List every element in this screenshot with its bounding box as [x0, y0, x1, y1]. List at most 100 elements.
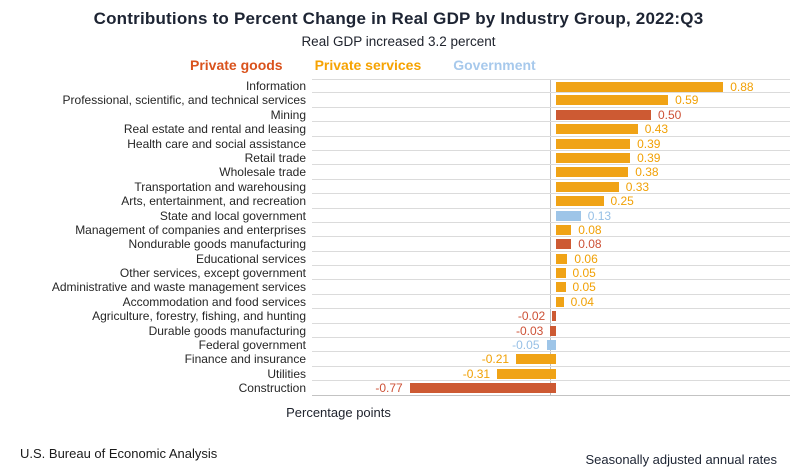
chart-row: Finance and insurance -0.21: [0, 352, 797, 367]
value-label: -0.03: [515, 323, 544, 338]
bar: [556, 268, 566, 279]
bar-chart: Information 0.88 Professional, scientific,…: [0, 79, 797, 396]
category-label: State and local government: [159, 208, 306, 223]
chart-row: Federal government -0.05: [0, 338, 797, 353]
adjustment-note: Seasonally adjusted annual rates: [585, 452, 777, 467]
plot-cell: -0.03: [312, 323, 790, 339]
bar: [556, 282, 566, 293]
zero-axis-line: [550, 79, 551, 396]
bar: [556, 82, 724, 92]
source-attribution: U.S. Bureau of Economic Analysis: [20, 446, 218, 461]
category-label: Retail trade: [244, 150, 306, 165]
footer: U.S. Bureau of Economic Analysis Seasona…: [0, 446, 797, 467]
chart-row: Educational services 0.06: [0, 251, 797, 267]
value-label: 0.05: [572, 280, 596, 295]
chart-title: Contributions to Percent Change in Real …: [93, 9, 704, 28]
category-label: Mining: [270, 107, 306, 122]
bar: [497, 368, 556, 379]
bar: [556, 296, 564, 307]
value-label: -0.21: [481, 352, 510, 367]
value-label: 0.08: [578, 237, 602, 252]
chart-row: Wholesale trade 0.38: [0, 165, 797, 180]
value-label: 0.13: [587, 208, 612, 223]
chart-row: Accommodation and food services 0.04: [0, 294, 797, 310]
plot-cell: -0.77: [312, 381, 790, 396]
plot-cell: -0.21: [312, 352, 790, 367]
bar: [556, 253, 568, 264]
bar: [556, 152, 631, 163]
bar: [556, 196, 604, 207]
category-label: Nondurable goods manufacturing: [128, 237, 306, 252]
category-label: Professional, scientific, and technical …: [62, 93, 306, 108]
category-label: Construction: [238, 381, 306, 396]
plot-cell: 0.13: [312, 209, 790, 223]
plot-cell: 0.50: [312, 108, 790, 123]
chart-row: Utilities -0.31: [0, 366, 797, 382]
plot-cell: 0.59: [312, 93, 790, 108]
plot-cell: -0.05: [312, 338, 790, 353]
category-label: Management of companies and enterprises: [75, 222, 306, 237]
bar: [556, 124, 638, 135]
chart-row: Professional, scientific, and technical …: [0, 93, 797, 108]
plot-cell: -0.02: [312, 309, 790, 324]
value-label: 0.59: [675, 93, 699, 108]
chart-row: Mining 0.50: [0, 107, 797, 123]
category-label: Finance and insurance: [184, 352, 306, 367]
value-label: 0.06: [574, 251, 598, 266]
plot-cell: 0.08: [312, 237, 790, 252]
value-label: 0.33: [625, 179, 650, 194]
value-label: -0.77: [375, 381, 403, 396]
bar: [556, 167, 629, 178]
bar: [552, 311, 556, 322]
chart-rows: Information 0.88 Professional, scientific,…: [0, 79, 797, 396]
bar: [556, 138, 631, 149]
legend-private-goods: Private goods: [190, 57, 283, 73]
bar: [516, 354, 556, 365]
chart-row: Retail trade 0.39: [0, 150, 797, 166]
x-axis-label: Percentage points: [286, 404, 391, 420]
category-label: Accommodation and food services: [122, 294, 306, 309]
plot-cell: 0.06: [312, 251, 790, 267]
chart-row: Health care and social assistance 0.39: [0, 137, 797, 151]
category-label: Agriculture, forestry, fishing, and hunt…: [92, 309, 306, 324]
plot-cell: 0.04: [312, 295, 790, 310]
value-label: 0.88: [730, 80, 754, 94]
plot-cell: 0.25: [312, 194, 790, 209]
value-label: 0.38: [635, 165, 659, 180]
bar: [550, 325, 556, 336]
bar: [546, 340, 556, 351]
plot-cell: 0.08: [312, 222, 790, 238]
chart-row: State and local government 0.13: [0, 209, 797, 223]
legend-government: Government: [453, 57, 536, 73]
category-label: Arts, entertainment, and recreation: [121, 194, 306, 209]
value-label: -0.31: [462, 366, 491, 381]
chart-row: Nondurable goods manufacturing 0.08: [0, 237, 797, 252]
category-label: Wholesale trade: [219, 165, 306, 180]
chart-row: Information 0.88: [0, 79, 797, 94]
plot-cell: 0.05: [312, 266, 790, 281]
chart-row: Management of companies and enterprises 0…: [0, 222, 797, 238]
category-label: Utilities: [267, 366, 306, 381]
bar: [556, 210, 581, 221]
plot-cell: 0.88: [312, 79, 790, 94]
chart-row: Durable goods manufacturing -0.03: [0, 323, 797, 339]
bar: [556, 224, 572, 235]
plot-cell: 0.38: [312, 165, 790, 180]
category-label: Other services, except government: [119, 266, 306, 281]
value-label: -0.05: [512, 338, 540, 353]
value-label: -0.02: [517, 309, 546, 324]
value-label: 0.25: [610, 194, 634, 209]
plot-cell: 0.39: [312, 137, 790, 151]
chart-row: Arts, entertainment, and recreation 0.25: [0, 194, 797, 209]
bar: [409, 383, 556, 394]
bar: [556, 95, 669, 106]
legend-private-services: Private services: [314, 57, 422, 73]
bar: [556, 239, 572, 250]
chart-row: Agriculture, forestry, fishing, and hunt…: [0, 309, 797, 324]
value-label: 0.39: [637, 136, 661, 151]
category-label: Transportation and warehousing: [134, 179, 306, 194]
category-label: Federal government: [198, 338, 306, 353]
value-label: 0.08: [578, 222, 602, 237]
plot-cell: 0.39: [312, 150, 790, 166]
value-label: 0.39: [637, 150, 661, 165]
